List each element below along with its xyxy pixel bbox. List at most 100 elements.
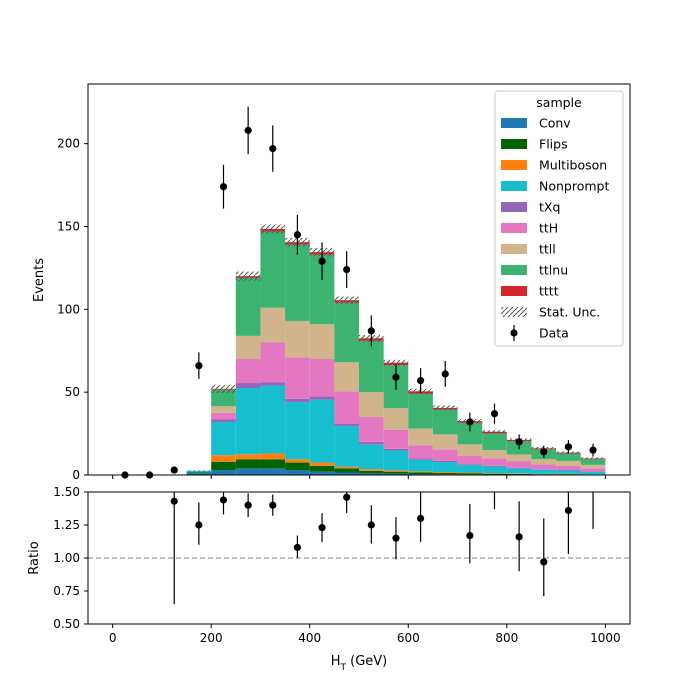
bar-conv [235,468,261,475]
ratio-points [170,492,594,605]
legend-item-flips[interactable]: Flips [501,137,568,152]
data-point [490,410,499,418]
bar-ttll [580,464,606,469]
bar-flips [359,470,384,474]
y-tick-label: 1.00 [53,551,80,565]
bar-tth [432,449,458,461]
legend-swatch [501,181,527,191]
legend-swatch [501,286,527,296]
bar-multiboson [309,462,335,466]
data-point [343,265,351,274]
bar-ttll [457,444,483,456]
bar-nonprompt [186,470,212,473]
bar-nonprompt [457,465,483,473]
bar-flips [334,468,359,473]
bar-multiboson [285,459,310,463]
stat-unc-band [482,430,507,434]
ratio-point [416,514,425,523]
data-point [195,362,203,370]
bar-ttll [334,362,359,392]
bar-ttlnu [235,277,261,336]
ratio-point [392,534,400,542]
bar-nonprompt [482,466,507,474]
data-point [318,257,326,265]
ratio-point [564,506,573,515]
y-tick-label: 1.50 [53,485,80,499]
legend-label: ttll [539,242,556,257]
stat-unc-band [383,359,409,366]
legend-item-ttll[interactable]: ttll [501,242,556,257]
ratio-point [244,501,252,509]
bar-conv [334,472,359,475]
legend-swatch [501,223,527,233]
legend-item-multiboson[interactable]: Multiboson [501,158,607,173]
x-tick-label: 600 [397,631,420,645]
legend-item-txq[interactable]: tXq [501,200,560,215]
ratio-y-axis: 0.50 0.75 1.00 1.25 1.50 [53,485,88,631]
bar-flips [457,473,483,475]
bar-tth [235,359,261,384]
bar-tth [506,461,532,468]
ratio-point [195,521,203,529]
data-points [121,106,597,479]
legend-item-ttlnu[interactable]: ttlnu [501,263,568,278]
ratio-point [466,531,474,540]
legend-item-tttt[interactable]: tttt [501,284,559,299]
bar-txq [211,419,236,422]
bar-ttlnu [556,453,581,461]
ratio-point [269,501,277,509]
legend-swatch [501,244,527,254]
y-tick-label: 0 [72,468,80,482]
y-tick-label: 0.50 [53,617,80,631]
bar-conv [383,473,409,475]
y-axis-label-events: Events [32,258,47,302]
data-point [367,327,375,335]
bar-multiboson [457,472,483,474]
legend-item-tth[interactable]: ttH [501,221,558,236]
bar-flips [285,462,310,471]
data-point [466,418,474,426]
bar-tth [556,465,581,471]
x-tick-label: 800 [495,631,518,645]
bar-txq [334,423,359,427]
bar-flips [260,459,286,469]
main-plot-panel: 0 50 100 150 200 Events [32,83,631,482]
data-point [269,145,277,153]
legend-label: Nonprompt [539,179,609,194]
bar-multiboson [211,455,236,462]
main-y-axis: 0 50 100 150 200 [57,137,88,482]
bar-flips [506,473,532,475]
legend-item-nonprompt[interactable]: Nonprompt [501,179,609,194]
bar-txq [285,398,310,403]
bar-ttll [408,428,433,446]
legend-item-conv[interactable]: Conv [501,116,571,131]
bar-tth [309,359,335,397]
legend-swatch [501,265,527,275]
legend-item-data[interactable]: Data [510,325,569,341]
bar-conv [285,470,310,475]
bar-multiboson [334,466,359,469]
bar-nonprompt [580,471,606,475]
data-point [589,446,597,454]
data-point [219,183,228,191]
legend-item-stat-unc[interactable]: Stat. Unc. [501,305,600,320]
bar-multiboson [432,472,458,473]
y-tick-label: 50 [65,385,80,399]
bar-tth [260,342,286,383]
ratio-point [170,497,178,505]
bar-conv [260,468,286,475]
y-axis-label-ratio: Ratio [27,541,42,574]
y-tick-label: 100 [57,302,80,316]
bar-ttlnu [580,459,606,465]
bar-flips [211,461,236,471]
bar-ttlnu [408,393,433,429]
x-axis-label-subscript: T [340,663,347,673]
legend[interactable]: sample Conv Flips Multiboson Nonprompt tXq ttH… [494,90,624,347]
bar-ttll [359,392,384,418]
bar-ttll [383,408,409,430]
legend-swatch [501,202,527,212]
bar-tth [359,417,384,442]
bar-nonprompt [383,450,409,471]
bar-flips [309,465,335,472]
bar-conv [309,471,335,475]
